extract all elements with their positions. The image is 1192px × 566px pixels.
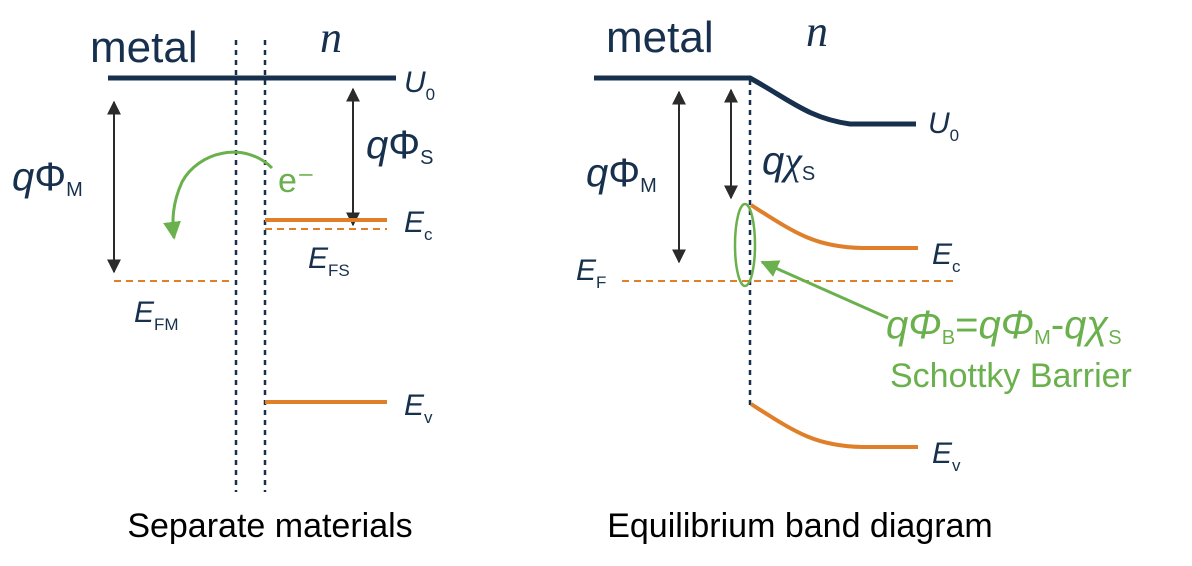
right-ev-label: Ev	[932, 437, 961, 475]
right-u0-label: U0	[928, 107, 959, 145]
barrier-formula: qΦB=qΦM-qχS	[886, 303, 1122, 349]
left-electron-transfer-arrow	[163, 150, 274, 240]
right-qphim-label: qΦM	[586, 151, 657, 197]
left-efm-label: EFM	[134, 296, 179, 334]
right-caption: Equilibrium band diagram	[607, 507, 993, 545]
left-caption: Separate materials	[127, 507, 412, 545]
left-u0-label: U0	[404, 66, 435, 104]
right-vacuum-level-line	[594, 75, 916, 127]
left-ev-label: Ev	[404, 389, 433, 427]
right-conduction-band-curve	[749, 203, 918, 250]
right-ec-label: Ec	[932, 238, 961, 276]
schottky-barrier-highlight-ellipse	[733, 202, 757, 288]
left-ec-label: Ec	[404, 206, 433, 244]
left-qphim-label: qΦM	[12, 155, 83, 201]
left-efs-label: EFS	[308, 242, 350, 280]
left-n-label: n	[320, 13, 342, 62]
schottky-barrier-label: Schottky Barrier	[890, 357, 1132, 395]
schottky-barrier-pointer-arrow	[760, 260, 889, 320]
right-metal-label: metal	[606, 13, 714, 62]
left-qphis-label: qΦS	[366, 123, 434, 169]
right-ef-label: EF	[576, 254, 606, 292]
right-n-label: n	[806, 7, 828, 56]
right-panel: metal n U0 qΦM qχS EF Ec Ev qΦB=qΦM-qχS …	[576, 7, 1132, 545]
left-electron-label: e⁻	[278, 162, 315, 200]
left-metal-label: metal	[90, 23, 198, 72]
right-valence-band-curve	[749, 402, 918, 449]
left-panel: metal n U0 qΦM qΦS e⁻ Ec EFS EFM Ev Sepa…	[12, 13, 435, 545]
right-qchis-label: qχS	[762, 138, 815, 185]
